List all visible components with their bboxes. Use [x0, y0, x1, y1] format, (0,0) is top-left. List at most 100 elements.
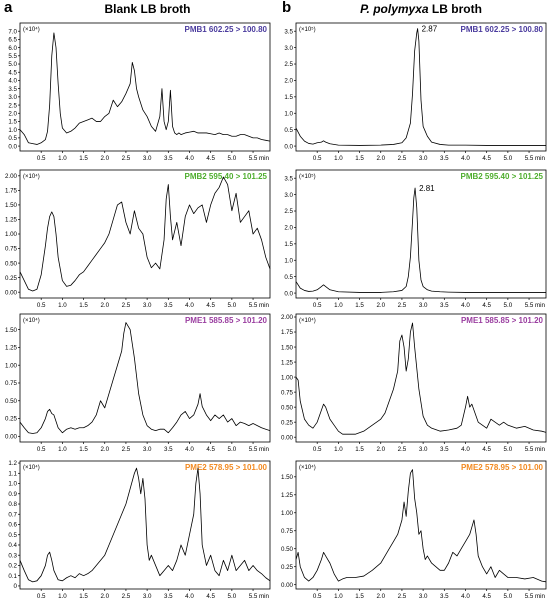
x-tick-label: 1.0 — [58, 302, 67, 309]
x-tick-label: 1.0 — [58, 155, 67, 162]
x-tick-label: 3.0 — [143, 593, 152, 600]
y-tick-label: 1.5 — [8, 119, 17, 126]
x-tick-label: 5.0 — [504, 155, 513, 162]
x-tick-label: 5.0 — [228, 593, 237, 600]
x-tick-label: 4.0 — [185, 302, 194, 309]
transition-label: PME1 585.85 > 101.20 — [461, 316, 544, 325]
y-tick-label: 2.00 — [5, 173, 18, 180]
y-tick-label: 0.00 — [5, 434, 18, 441]
chromatogram-trace — [19, 32, 271, 145]
chromatogram-trace — [295, 187, 546, 293]
transition-label: PMB2 595.40 > 101.25 — [184, 172, 267, 181]
y-tick-label: 1.25 — [281, 359, 294, 366]
chromatogram-panel-a1: 0.00.51.01.52.02.53.03.54.04.55.05.56.06… — [8, 22, 271, 162]
y-tick-label: 1.00 — [281, 374, 294, 381]
x-tick-label: 1.5 — [79, 446, 88, 453]
x-tick-label: 3.0 — [143, 302, 152, 309]
chromatogram-panel-a3: 0.00 0.25 0.50 0.75 1.00 1.25 1.50 0.5 1.0 1.5 2.0… — [5, 313, 271, 453]
transition-label: PME1 585.85 > 101.20 — [185, 316, 268, 325]
x-tick-label: 1.5 — [355, 302, 364, 309]
scale-multiplier: (×10⁴) — [23, 26, 40, 33]
transition-label: PMB2 595.40 > 101.25 — [460, 172, 543, 181]
plot-frame — [295, 22, 547, 152]
x-tick-label: 4.0 — [185, 593, 194, 600]
y-tick-label: 2.0 — [8, 110, 17, 117]
plot-frame — [19, 169, 271, 299]
x-tick-label: 5.5 — [249, 446, 258, 453]
plot-frame — [295, 169, 547, 299]
chromatogram-trace — [19, 467, 271, 583]
y-tick-label: 1.0 — [284, 110, 293, 117]
x-tick-label: 5.5 — [525, 155, 534, 162]
chromatogram-panel-a4: 0 0.1 0.2 0.3 0.4 0.5 0.6 0.7 0.8 0.9 1.0 1.1 1.2 0.5… — [8, 460, 271, 600]
y-tick-label: 0.2 — [8, 563, 17, 570]
y-tick-label: 1.50 — [281, 474, 294, 481]
panel-letter-b: b — [282, 0, 292, 16]
x-tick-label: 5.0 — [228, 302, 237, 309]
plot-frame — [19, 313, 271, 443]
x-tick-label: 0.5 — [37, 155, 46, 162]
x-tick-label: 4.5 — [482, 593, 491, 600]
x-tick-label: 1.5 — [79, 302, 88, 309]
x-tick-label: 2.0 — [376, 155, 385, 162]
x-tick-label: 0.5 — [37, 302, 46, 309]
x-tick-label: 4.5 — [206, 593, 215, 600]
chromatogram-trace — [19, 322, 271, 434]
y-tick-label: 0.25 — [281, 564, 294, 571]
x-tick-label: 5.5 — [525, 302, 534, 309]
x-tick-label: 0.5 — [313, 302, 322, 309]
transition-label: PME2 578.95 > 101.00 — [185, 463, 268, 472]
y-tick-label: 2.00 — [281, 314, 294, 321]
chromatogram-panel-b1: 0.0 0.5 1.0 1.5 2.0 2.5 3.0 3.5 0.5 1.0 1.5 2.0 2.5 3… — [284, 22, 547, 162]
x-tick-label: 3.0 — [143, 155, 152, 162]
peak-retention-label: 2.87 — [422, 25, 438, 34]
y-tick-label: 1.75 — [281, 329, 294, 336]
scale-multiplier: (×10⁵) — [299, 173, 316, 180]
chromatogram-panel-b2: 0.0 0.5 1.0 1.5 2.0 2.5 3.0 3.5 0.5 1.0 1.5 2.0 2.5 3… — [284, 169, 547, 309]
x-tick-label: 2.0 — [100, 302, 109, 309]
x-tick-label: 1.5 — [355, 593, 364, 600]
y-tick-label: 0.9 — [8, 491, 17, 498]
transition-label: PME2 578.95 > 101.00 — [461, 463, 544, 472]
x-tick-label: 2.0 — [100, 446, 109, 453]
x-tick-label: 2.0 — [100, 593, 109, 600]
x-tick-label: 4.5 — [482, 446, 491, 453]
x-tick-label: 5.0 — [504, 302, 513, 309]
x-tick-label: 2.5 — [122, 155, 131, 162]
plot-frame — [295, 313, 547, 443]
peak-retention-label: 2.81 — [419, 184, 435, 193]
x-tick-label: 2.5 — [398, 155, 407, 162]
y-tick-label: 0.75 — [281, 528, 294, 535]
y-tick-label: 2.5 — [284, 61, 293, 68]
x-tick-label: 1.5 — [79, 593, 88, 600]
plot-frame — [295, 460, 547, 590]
y-tick-label: 0.5 — [8, 532, 17, 539]
x-tick-label: 0.5 — [313, 446, 322, 453]
x-tick-label: 2.5 — [398, 593, 407, 600]
species-name: P. polymyxa — [360, 2, 429, 16]
chromatogram-trace — [295, 322, 547, 435]
chromatogram-trace — [295, 469, 547, 583]
x-unit-label: min — [259, 155, 270, 162]
x-tick-label: 3.5 — [440, 593, 449, 600]
x-tick-label: 2.0 — [100, 155, 109, 162]
x-tick-label: 4.0 — [461, 446, 470, 453]
x-unit-label: min — [535, 155, 546, 162]
scale-multiplier: (×10⁴) — [23, 464, 40, 471]
y-tick-label: 1.5 — [284, 94, 293, 101]
y-tick-label: 7.0 — [8, 28, 17, 35]
x-tick-label: 1.0 — [334, 446, 343, 453]
x-tick-label: 5.5 — [249, 593, 258, 600]
x-tick-label: 2.0 — [376, 446, 385, 453]
x-tick-label: 2.0 — [376, 302, 385, 309]
y-tick-label: 0.8 — [8, 501, 17, 508]
x-tick-label: 5.5 — [525, 593, 534, 600]
x-tick-label: 5.0 — [504, 593, 513, 600]
x-tick-label: 1.5 — [79, 155, 88, 162]
y-tick-label: 0.7 — [8, 511, 17, 518]
x-tick-label: 3.0 — [419, 446, 428, 453]
column-title-polymyxa: P. polymyxa LB broth — [292, 2, 550, 16]
y-tick-label: 1.75 — [5, 188, 18, 195]
y-tick-label: 0.75 — [5, 380, 18, 387]
